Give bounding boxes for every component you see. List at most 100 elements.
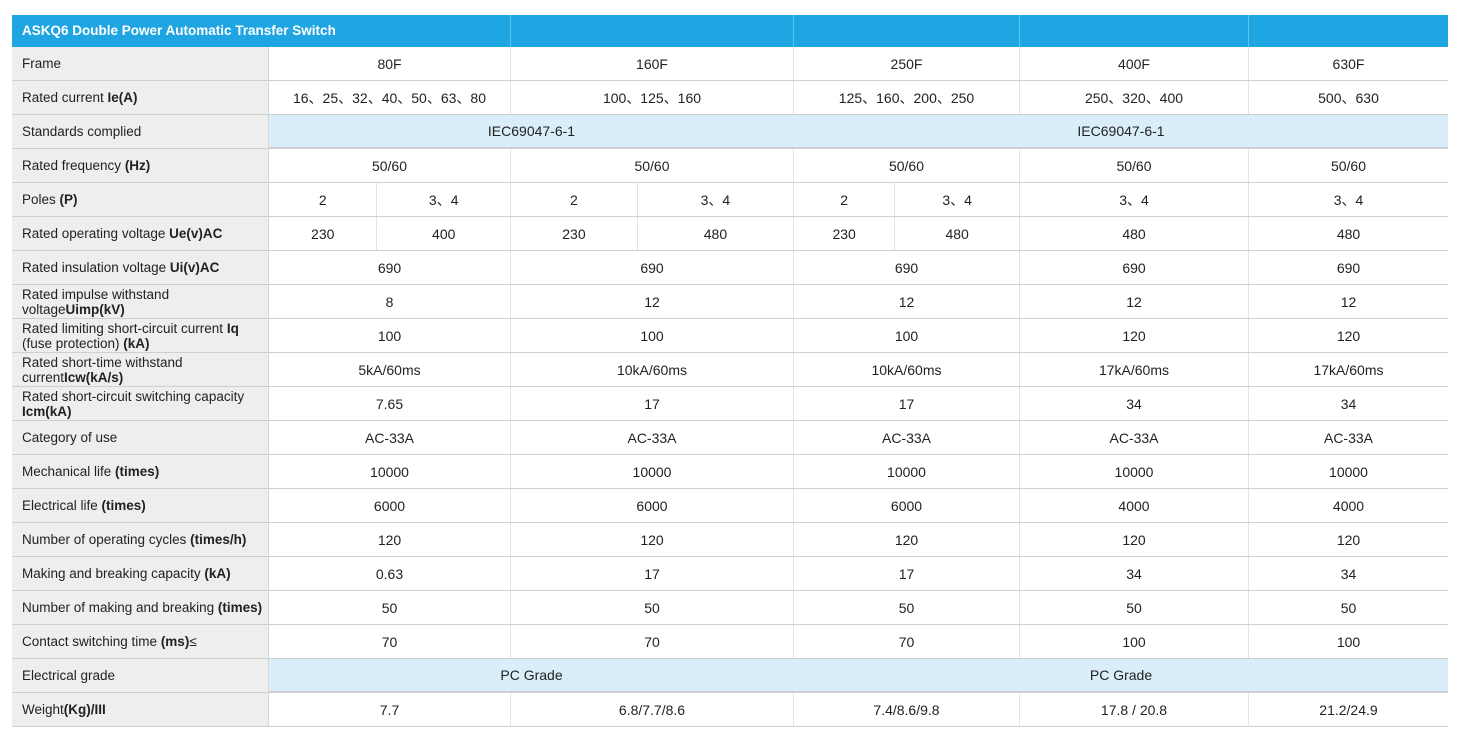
table-cell: 34 bbox=[1340, 395, 1357, 412]
row-label-text: Electrical grade bbox=[22, 668, 116, 683]
table-cell: 7.65 bbox=[269, 387, 511, 420]
row-label: Rated short-time withstand currentIcw(kA… bbox=[12, 353, 269, 386]
table-cell: 100 bbox=[794, 319, 1020, 352]
sub-cell: 2 bbox=[511, 183, 638, 216]
row-label-text: Rated frequency (Hz) bbox=[22, 158, 151, 173]
table-cell: 12 bbox=[1340, 293, 1357, 310]
sub-cell: 400 bbox=[432, 225, 456, 242]
table-cell: 2 3、4 bbox=[794, 183, 1020, 216]
table-cell: 100 bbox=[1336, 633, 1361, 650]
table-cell: 50 bbox=[269, 591, 511, 624]
table-cell: 230 400 bbox=[269, 217, 511, 250]
row-label: Making and breaking capacity (kA) bbox=[12, 557, 269, 590]
split-cell: 2 3、4 bbox=[269, 183, 510, 216]
row-label: Number of operating cycles (times/h) bbox=[12, 523, 269, 556]
table-cell: 480 bbox=[1020, 217, 1249, 250]
table-cell: 125、160、200、250 bbox=[794, 81, 1020, 114]
row-label-unit: (times/h) bbox=[190, 532, 247, 547]
row-label-unit: Uimp(kV) bbox=[65, 301, 125, 317]
table-row: Electrical life (times) 6000 6000 6000 4000 4… bbox=[12, 489, 1448, 523]
row-label-text: Number of making and breaking (times) bbox=[22, 600, 263, 615]
table-title: ASKQ6 Double Power Automatic Transfer Sw… bbox=[12, 15, 511, 47]
row-label-unit: Icw(kA/s) bbox=[64, 369, 124, 385]
table-cell: AC-33A bbox=[269, 421, 511, 454]
table-row: Frame 80F 160F 250F 400F 630F bbox=[12, 47, 1448, 81]
row-label-text: Rated operating voltage Ue(v)AC bbox=[22, 226, 223, 241]
table-cell: 17 bbox=[511, 557, 794, 590]
table-title-bar: ASKQ6 Double Power Automatic Transfer Sw… bbox=[12, 15, 1448, 47]
table-cell: 480 bbox=[1336, 225, 1361, 242]
row-label: Electrical life (times) bbox=[12, 489, 269, 522]
table-cell: 2 3、4 bbox=[511, 183, 794, 216]
table-cell: 50/60 bbox=[794, 149, 1020, 182]
merged-value-band: PC Grade PC Grade bbox=[269, 659, 1448, 692]
table-cell: 34 bbox=[1020, 387, 1249, 420]
spec-table: ASKQ6 Double Power Automatic Transfer Sw… bbox=[12, 15, 1448, 727]
merged-value-band: IEC69047-6-1 IEC69047-6-1 bbox=[269, 115, 1448, 148]
split-cell: 2 3、4 bbox=[794, 183, 1019, 216]
table-row: Making and breaking capacity (kA) 0.63 17 1… bbox=[12, 557, 1448, 591]
row-label: Poles (P) bbox=[12, 183, 269, 216]
table-cell: 10000 bbox=[1020, 455, 1249, 488]
table-cell: 100 bbox=[1020, 625, 1249, 658]
sub-cell: 230 bbox=[794, 217, 896, 250]
row-label: Category of use bbox=[12, 421, 269, 454]
table-cell: 6000 bbox=[269, 489, 511, 522]
table-row: Rated impulse withstand voltageUimp(kV) 8… bbox=[12, 285, 1448, 319]
row-label-text: Making and breaking capacity (kA) bbox=[22, 566, 231, 581]
table-cell: 16、25、32、40、50、63、80 bbox=[269, 81, 511, 114]
table-cell: 50/60 bbox=[1020, 149, 1249, 182]
table-cell: 500、630 bbox=[1318, 89, 1379, 106]
row-label: Rated insulation voltage Ui(v)AC bbox=[12, 251, 269, 284]
split-cell: 230 400 bbox=[269, 217, 510, 250]
table-cell: 690 bbox=[1336, 259, 1361, 276]
row-label-text: Contact switching time (ms)≤ bbox=[22, 634, 197, 649]
row-label-text: Electrical life (times) bbox=[22, 498, 146, 513]
table-row: Electrical grade PC Grade PC Grade bbox=[12, 659, 1448, 693]
row-label: Contact switching time (ms)≤ bbox=[12, 625, 269, 658]
row-label: Weight(Kg)/III bbox=[12, 693, 269, 726]
table-cell: 10000 bbox=[269, 455, 511, 488]
table-row: Mechanical life (times) 10000 10000 10000 10… bbox=[12, 455, 1448, 489]
sub-cell: 2 bbox=[794, 183, 896, 216]
sub-cell: 230 bbox=[269, 217, 378, 250]
row-label-text: Category of use bbox=[22, 430, 118, 445]
row-label-text: Rated impulse withstand voltageUimp(kV) bbox=[22, 286, 170, 317]
row-label: Standards complied bbox=[12, 115, 269, 148]
sub-cell: 480 bbox=[703, 225, 728, 242]
table-cell: 690 bbox=[794, 251, 1020, 284]
row-label-unit: Ie(A) bbox=[107, 90, 138, 105]
row-label-text: Mechanical life (times) bbox=[22, 464, 160, 479]
table-cell: 690 bbox=[269, 251, 511, 284]
table-cell: 690 bbox=[1020, 251, 1249, 284]
table-cell: 17kA/60ms bbox=[1020, 353, 1249, 386]
row-label-unit: (times) bbox=[115, 464, 160, 479]
table-cell: 10000 bbox=[1329, 463, 1368, 480]
row-label-unit: (times) bbox=[217, 600, 263, 615]
row-label-unit: Ui(v)AC bbox=[169, 260, 220, 275]
table-row: Rated operating voltage Ue(v)AC 230 400 230… bbox=[12, 217, 1448, 251]
table-cell: 10000 bbox=[794, 455, 1020, 488]
table-cell: 230 480 bbox=[511, 217, 794, 250]
table-cell: 400F bbox=[1020, 47, 1249, 80]
row-label-text: Weight(Kg)/III bbox=[22, 702, 106, 717]
table-cell: 120 bbox=[1336, 327, 1361, 344]
row-label-text: Frame bbox=[22, 56, 62, 71]
table-row: Rated insulation voltage Ui(v)AC 690 690 69… bbox=[12, 251, 1448, 285]
merged-value-right: IEC69047-6-1 bbox=[1077, 123, 1165, 139]
split-cell: 230 480 bbox=[794, 217, 1019, 250]
table-cell: 70 bbox=[269, 625, 511, 658]
table-cell: 34 bbox=[1340, 565, 1357, 582]
row-label-unit: (kA) bbox=[204, 566, 231, 581]
split-cell: 2 3、4 bbox=[511, 183, 793, 216]
table-cell: 17 bbox=[511, 387, 794, 420]
table-cell: 120 bbox=[511, 523, 794, 556]
table-cell: 4000 bbox=[1020, 489, 1249, 522]
table-cell: 3、4 bbox=[1333, 191, 1364, 208]
table-cell: AC-33A bbox=[1020, 421, 1249, 454]
table-cell: 100、125、160 bbox=[511, 81, 794, 114]
table-cell: 5kA/60ms bbox=[269, 353, 511, 386]
table-cell: 120 bbox=[1020, 319, 1249, 352]
row-label-text: Rated limiting short-circuit current Iq(… bbox=[22, 320, 239, 351]
table-row: Rated short-circuit switching capacity I… bbox=[12, 387, 1448, 421]
